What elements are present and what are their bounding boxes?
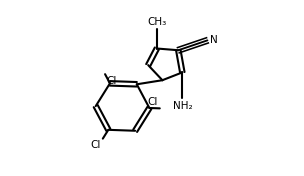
Text: NH₂: NH₂ (172, 101, 192, 111)
Text: Cl: Cl (107, 76, 117, 86)
Text: N: N (209, 35, 217, 45)
Text: Cl: Cl (148, 97, 158, 107)
Text: Cl: Cl (90, 140, 101, 150)
Text: CH₃: CH₃ (147, 17, 167, 27)
